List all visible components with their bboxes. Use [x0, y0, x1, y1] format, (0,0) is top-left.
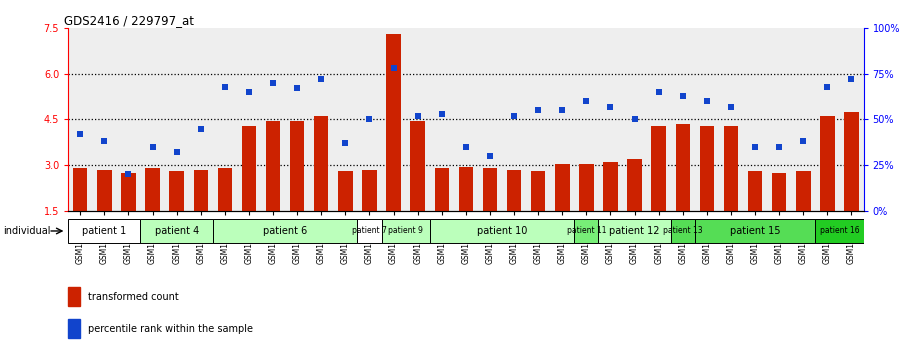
FancyBboxPatch shape	[598, 219, 671, 243]
Point	[652, 89, 666, 95]
Point	[796, 138, 811, 144]
Bar	[411, 121, 425, 211]
Point	[194, 126, 208, 131]
Point	[435, 111, 449, 117]
Point	[314, 76, 328, 82]
Bar	[748, 171, 763, 211]
Point	[844, 76, 859, 82]
Bar	[844, 112, 859, 211]
Text: patient 9: patient 9	[388, 227, 423, 235]
Point	[97, 138, 112, 144]
FancyBboxPatch shape	[382, 219, 430, 243]
Bar	[555, 164, 570, 211]
Point	[700, 98, 714, 104]
Point	[820, 84, 834, 90]
Bar	[531, 171, 545, 211]
Bar	[290, 121, 305, 211]
Text: individual: individual	[3, 226, 50, 236]
Bar	[724, 126, 738, 211]
Bar	[338, 171, 353, 211]
Point	[217, 84, 232, 90]
Point	[121, 171, 135, 177]
Text: transformed count: transformed count	[88, 292, 178, 302]
Point	[507, 113, 522, 119]
Point	[579, 98, 594, 104]
Point	[555, 108, 570, 113]
Bar	[675, 124, 690, 211]
Bar	[314, 116, 328, 211]
Bar	[386, 34, 401, 211]
Text: patient 4: patient 4	[155, 226, 199, 236]
Point	[410, 113, 425, 119]
Text: patient 10: patient 10	[477, 226, 527, 236]
Point	[748, 144, 763, 150]
Bar	[97, 170, 112, 211]
Point	[772, 144, 786, 150]
Bar	[73, 168, 87, 211]
Bar	[820, 116, 834, 211]
FancyBboxPatch shape	[357, 219, 382, 243]
Point	[338, 140, 353, 146]
Point	[265, 80, 280, 86]
Bar	[68, 319, 80, 338]
Point	[483, 153, 497, 159]
Bar	[796, 171, 811, 211]
Text: patient 15: patient 15	[730, 226, 780, 236]
FancyBboxPatch shape	[68, 219, 141, 243]
Bar	[121, 173, 135, 211]
Bar	[579, 164, 594, 211]
Bar	[265, 121, 280, 211]
Text: patient 1: patient 1	[82, 226, 126, 236]
Point	[458, 144, 473, 150]
Point	[169, 149, 184, 155]
Point	[386, 65, 401, 71]
Point	[724, 104, 738, 109]
Bar	[772, 173, 786, 211]
Bar	[483, 168, 497, 211]
Bar	[604, 162, 618, 211]
Point	[531, 108, 545, 113]
Bar	[507, 170, 521, 211]
Text: patient 6: patient 6	[263, 226, 307, 236]
Text: GDS2416 / 229797_at: GDS2416 / 229797_at	[65, 14, 195, 27]
Bar	[362, 170, 376, 211]
Text: patient 11: patient 11	[566, 227, 606, 235]
Point	[604, 104, 618, 109]
Bar	[242, 126, 256, 211]
FancyBboxPatch shape	[213, 219, 357, 243]
FancyBboxPatch shape	[694, 219, 815, 243]
FancyBboxPatch shape	[815, 219, 864, 243]
Bar	[627, 159, 642, 211]
Text: patient 7: patient 7	[352, 227, 387, 235]
FancyBboxPatch shape	[430, 219, 574, 243]
Bar	[68, 287, 80, 307]
Point	[675, 93, 690, 99]
FancyBboxPatch shape	[574, 219, 598, 243]
Bar	[217, 168, 232, 211]
Bar	[145, 168, 160, 211]
Text: patient 13: patient 13	[663, 227, 703, 235]
Text: patient 16: patient 16	[820, 227, 859, 235]
Point	[242, 89, 256, 95]
Point	[627, 117, 642, 122]
Bar	[652, 126, 666, 211]
Point	[290, 86, 305, 91]
FancyBboxPatch shape	[671, 219, 694, 243]
Bar	[700, 126, 714, 211]
Bar	[435, 168, 449, 211]
Text: percentile rank within the sample: percentile rank within the sample	[88, 324, 253, 334]
Point	[73, 131, 87, 137]
Point	[145, 144, 160, 150]
Text: patient 12: patient 12	[609, 226, 660, 236]
Bar	[169, 171, 184, 211]
Point	[362, 117, 376, 122]
FancyBboxPatch shape	[141, 219, 213, 243]
Bar	[459, 167, 473, 211]
Bar	[194, 170, 208, 211]
